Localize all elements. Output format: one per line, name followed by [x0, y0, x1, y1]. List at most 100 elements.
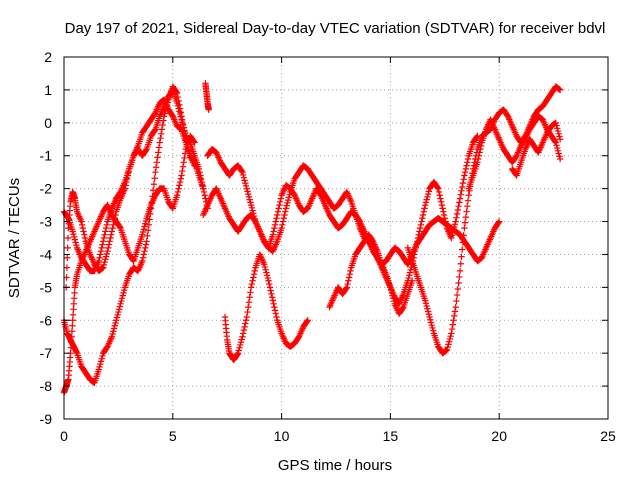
- data-point: [96, 363, 103, 371]
- data-point: [269, 297, 277, 304]
- data-point: [195, 165, 203, 173]
- data-point: [105, 241, 113, 248]
- data-point: [121, 185, 129, 192]
- data-point: [263, 272, 271, 279]
- data-point: [282, 208, 289, 215]
- data-point: [107, 231, 115, 238]
- data-point: [420, 208, 427, 215]
- data-point: [64, 254, 71, 261]
- data-point: [264, 274, 272, 282]
- data-point: [70, 230, 77, 238]
- data-point: [176, 178, 184, 186]
- data-point: [459, 246, 466, 253]
- y-tick-label: -2: [40, 181, 53, 197]
- data-point: [69, 311, 77, 318]
- data-point: [179, 119, 186, 126]
- data-point: [239, 333, 246, 340]
- data-point: [205, 106, 212, 113]
- x-tick-label: 10: [274, 428, 290, 444]
- data-point: [448, 234, 455, 242]
- data-point: [343, 284, 351, 291]
- data-point: [272, 218, 279, 225]
- data-point: [419, 211, 427, 219]
- data-point: [124, 172, 132, 179]
- data-point: [442, 218, 449, 225]
- data-point: [429, 324, 436, 332]
- data-point: [237, 341, 244, 349]
- data-point: [250, 274, 257, 281]
- data-point: [242, 317, 250, 324]
- data-point: [102, 256, 109, 263]
- data-point: [157, 134, 164, 142]
- data-point: [69, 317, 76, 324]
- data-point: [104, 247, 111, 255]
- data-point: [141, 223, 148, 230]
- data-point: [197, 172, 204, 179]
- data-point: [175, 105, 182, 112]
- data-point: [102, 228, 109, 235]
- data-point: [181, 154, 188, 162]
- data-point: [474, 159, 481, 166]
- data-point: [271, 303, 278, 311]
- data-point: [496, 218, 503, 225]
- data-point: [168, 87, 176, 95]
- data-point: [421, 205, 428, 212]
- data-point: [176, 182, 183, 189]
- data-point: [434, 184, 441, 191]
- data-point: [406, 269, 414, 276]
- data-point: [242, 182, 250, 190]
- data-point: [140, 226, 147, 233]
- data-point: [155, 144, 163, 151]
- data-point: [282, 205, 290, 212]
- data-point: [459, 183, 466, 191]
- series-D: [62, 86, 211, 291]
- data-point: [238, 167, 245, 175]
- data-point: [443, 221, 450, 229]
- y-tick-label: -9: [40, 411, 53, 427]
- data-point: [70, 233, 78, 241]
- data-point: [116, 223, 124, 231]
- data-point: [429, 327, 437, 334]
- data-point: [451, 221, 459, 228]
- data-point: [399, 305, 406, 312]
- data-point: [139, 254, 147, 261]
- data-point: [159, 121, 166, 129]
- data-point: [96, 254, 103, 261]
- data-marks: [60, 80, 564, 396]
- data-point: [239, 330, 247, 337]
- data-point: [439, 205, 446, 212]
- data-point: [415, 231, 422, 238]
- data-point: [446, 335, 454, 343]
- series-L: [202, 80, 212, 113]
- data-point: [304, 317, 311, 324]
- series-H: [326, 231, 416, 317]
- data-point: [68, 333, 75, 340]
- data-point: [70, 300, 77, 308]
- data-point: [112, 319, 119, 327]
- series-I: [404, 83, 564, 357]
- data-point: [458, 187, 465, 195]
- data-point: [106, 238, 113, 245]
- data-point: [110, 218, 118, 225]
- x-tick-label: 5: [169, 428, 177, 444]
- data-point: [459, 239, 467, 246]
- data-point: [111, 215, 118, 222]
- data-point: [261, 263, 269, 271]
- data-point: [120, 289, 127, 297]
- data-point: [81, 234, 89, 242]
- data-point: [243, 313, 250, 321]
- data-point: [247, 284, 255, 291]
- data-point: [110, 221, 117, 229]
- data-point: [457, 191, 464, 198]
- data-point: [179, 167, 186, 175]
- data-point: [151, 127, 158, 134]
- data-point: [177, 175, 184, 182]
- data-point: [450, 317, 457, 324]
- data-point: [186, 138, 193, 145]
- y-tick-label: 1: [44, 82, 52, 98]
- data-point: [275, 205, 282, 212]
- data-point: [198, 178, 206, 186]
- data-point: [244, 308, 251, 316]
- data-point: [250, 271, 258, 278]
- data-point: [453, 210, 461, 218]
